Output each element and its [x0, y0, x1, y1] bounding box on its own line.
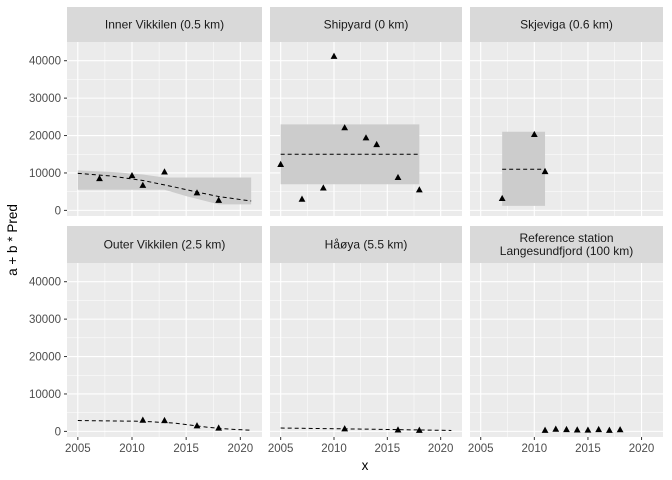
facet-strip: [270, 226, 462, 263]
x-tick-label: 2005: [65, 443, 91, 455]
y-tick-label: 10000: [29, 389, 61, 401]
facet-panel: Håøya (5.5 km) 2005 2010 2015 2020: [268, 226, 462, 455]
y-axis-title: a + b * Pred: [5, 204, 20, 276]
x-tick-label: 2005: [268, 443, 294, 455]
data-point: [319, 184, 327, 191]
data-point: [595, 425, 603, 433]
data-point: [193, 189, 201, 196]
x-tick-label: 2020: [629, 443, 655, 455]
facet-strip: [470, 226, 663, 263]
facet-strip: [270, 7, 462, 42]
facet-strip-label: Shipyard (0 km): [324, 18, 409, 32]
data-point: [563, 425, 570, 433]
data-point: [616, 426, 624, 433]
plot-panel-background: [470, 263, 663, 437]
data-point: [161, 416, 168, 424]
data-point: [330, 52, 338, 59]
x-tick-label: 2015: [173, 443, 199, 455]
facet-strip-label: Skjeviga (0.6 km): [520, 18, 613, 32]
data-point: [541, 426, 549, 433]
facet-strip-label: Langesundfjord (100 km): [500, 244, 633, 258]
facet-strip: [470, 7, 663, 42]
x-tick-label: 2020: [428, 443, 454, 455]
y-tick-label: 40000: [29, 277, 61, 289]
data-point: [394, 426, 402, 433]
x-tick-label: 2010: [321, 443, 347, 455]
data-point: [96, 174, 103, 182]
data-point: [215, 424, 223, 431]
facet-strip: [67, 7, 262, 42]
y-tick-label: 30000: [29, 314, 61, 326]
confidence-ribbon: [280, 124, 420, 185]
data-point: [298, 195, 306, 202]
y-tick-label: 20000: [29, 352, 61, 364]
data-point: [552, 425, 560, 432]
data-point: [139, 181, 147, 188]
data-point: [193, 422, 201, 429]
data-point: [341, 425, 349, 432]
facet-panel: Inner Vikkilen (0.5 km) 0 10000 20000 30000 4…: [29, 7, 262, 217]
confidence-ribbon: [77, 170, 252, 205]
x-tick-label: 2015: [575, 443, 601, 455]
y-tick-label: 0: [55, 205, 61, 217]
data-point: [394, 173, 402, 181]
x-tick-label: 2020: [228, 443, 254, 455]
x-tick-label: 2015: [375, 443, 401, 455]
y-tick-label: 40000: [29, 56, 61, 68]
fitted-trend-line: [280, 427, 452, 431]
data-point: [584, 426, 592, 433]
facet-panel: Outer Vikkilen (2.5 km) 0 10000 20000 30000 4…: [29, 226, 262, 455]
fitted-trend-line: [77, 172, 252, 202]
data-point: [215, 196, 223, 203]
y-tick-label: 30000: [29, 93, 61, 105]
y-tick-label: 20000: [29, 131, 61, 143]
data-point: [415, 186, 423, 193]
facet-panel: Skjeviga (0.6 km): [470, 7, 663, 216]
data-point: [541, 167, 549, 175]
x-tick-label: 2005: [468, 443, 494, 455]
facet-strip-label: Outer Vikkilen (2.5 km): [104, 238, 226, 252]
x-tick-label: 2010: [522, 443, 548, 455]
plot-panel-background: [67, 263, 262, 437]
data-point: [530, 130, 538, 138]
data-point: [341, 124, 349, 131]
data-point: [415, 426, 423, 433]
data-point: [139, 416, 147, 423]
facet-strip-label: Inner Vikkilen (0.5 km): [105, 18, 224, 32]
x-tick-label: 2010: [119, 443, 145, 455]
data-point: [605, 426, 613, 433]
facet-strip-label: Reference station: [519, 231, 613, 245]
facet-strip: [67, 226, 262, 263]
data-point: [362, 134, 370, 141]
data-point: [128, 171, 136, 179]
plot-panel-background: [270, 263, 462, 437]
data-point: [573, 426, 581, 433]
data-point: [373, 140, 381, 148]
data-point: [277, 160, 285, 167]
facet-panel: Shipyard (0 km): [270, 7, 462, 216]
data-point: [498, 194, 506, 202]
y-tick-label: 10000: [29, 168, 61, 180]
plot-panel-background: [470, 42, 663, 216]
facet-strip-label: Håøya (5.5 km): [325, 238, 408, 252]
data-point: [161, 168, 168, 175]
x-axis-title: x: [362, 458, 369, 473]
y-tick-label: 0: [55, 426, 61, 438]
